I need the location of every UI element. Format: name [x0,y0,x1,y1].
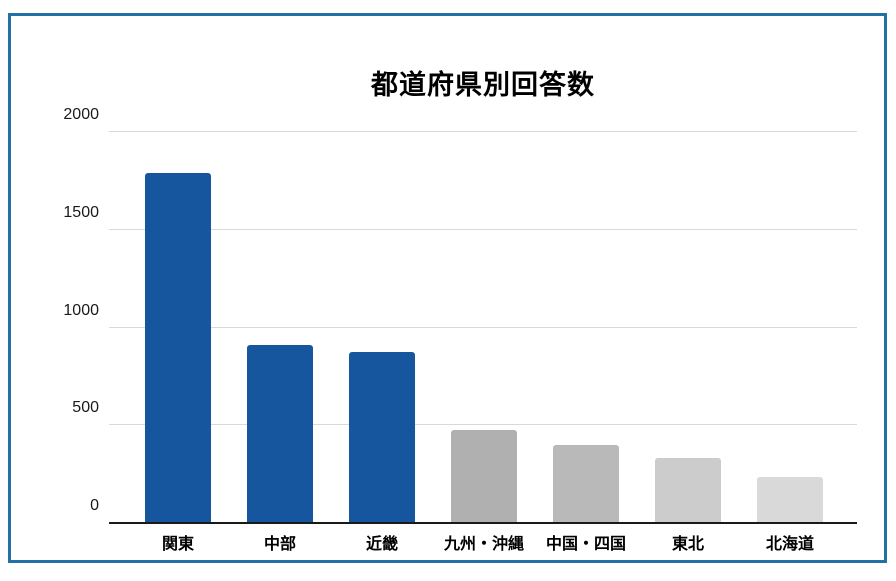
chart-title: 都道府県別回答数 [371,70,595,100]
bar-関東 [145,173,211,522]
x-axis-label-関東: 関東 [161,536,194,553]
gridline-1000 [109,326,857,328]
y-tick-label-2000: 2000 [63,106,99,123]
x-axis-label-北海道: 北海道 [765,536,814,553]
y-tick-label-1000: 1000 [63,301,99,319]
y-tick-label-0: 0 [90,497,99,514]
x-axis-label-近畿: 近畿 [365,536,398,553]
x-axis-label-中部: 中部 [263,536,296,553]
bar-中部 [247,345,313,522]
gridline-1500 [109,228,857,230]
y-tick-label-500: 500 [72,399,99,417]
y-tick-label-1500: 1500 [63,203,99,221]
bar-九州・沖縄 [451,430,517,522]
bar-北海道 [757,477,823,522]
gridline-500 [109,424,857,426]
bar-近畿 [349,352,415,522]
bar-中国・四国 [553,445,619,522]
plot-area: 関東 中部 近畿 九州・沖縄 中国・四国 東北 北海道 [109,131,857,553]
gridline-2000 [109,131,857,132]
x-axis-label-中国・四国: 中国・四国 [545,536,626,553]
x-axis-label-東北: 東北 [671,536,704,553]
x-axis-label-九州・沖縄: 九州・沖縄 [443,536,524,553]
chart-frame: 都道府県別回答数 関東 中部 近畿 九州・沖縄 中国・四国 東北 北海道 0 500 1000 1… [8,13,887,563]
bar-東北 [655,458,721,522]
